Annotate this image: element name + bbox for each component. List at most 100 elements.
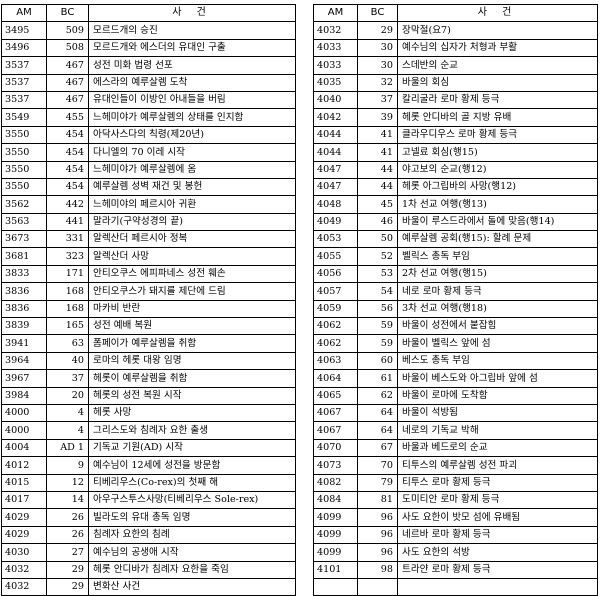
table-row: 4082 79 티투스 로마 황제 등극 [313,473,598,492]
am-year-cell: 4056 [313,264,358,284]
event-cell: 느헤미야의 페르시아 귀환 [88,195,296,214]
am-year-cell: 4042 [313,108,358,127]
table-row [313,577,598,596]
event-cell: 말라기(구약성경의 끝) [88,212,296,232]
am-year-cell: 3496 [1,38,47,58]
event-cell: 헤롯 안디바의 골 지방 유배 [397,108,598,127]
table-row: 3562 442 느헤미야의 페르시아 귀환 [1,195,296,214]
bc-year-cell: 455 [46,108,89,127]
event-cell: 티투스의 예루살렘 성전 파괴 [397,456,598,475]
bc-year-cell: 26 [46,525,89,545]
am-year-cell: 4064 [313,369,358,388]
am-year-cell: 4055 [313,247,358,266]
am-year-cell: 3563 [1,212,47,232]
bc-year-cell: 26 [46,508,89,527]
event-cell: 클라우디우스 로마 황제 등극 [397,125,598,145]
table-row: 3833 171 안티오쿠스 에피파네스 성전 훼손 [1,264,296,284]
am-year-cell: 4017 [1,490,47,510]
table-row: 4032 29 장막절(요7) [313,21,598,40]
am-year-cell: 4047 [313,160,358,179]
header-row: AM BC 사 건 [313,3,598,23]
table-row: 4099 96 사도 요한이 밧모 섬에 유배됨 [313,508,598,527]
bc-year-cell: 168 [46,299,89,319]
am-year-cell: 4084 [313,490,358,510]
bc-year-cell: 508 [46,38,89,58]
bc-year-cell: 168 [46,282,89,301]
table-row: 4064 61 바울이 베스도와 아그립바 앞에 섬 [313,369,598,388]
bc-year-cell: 12 [46,473,89,492]
event-cell: 예수님이 12세에 성전을 방문함 [88,456,296,475]
table-row: 3839 165 성전 예배 복원 [1,317,296,336]
am-year-cell: 3833 [1,264,47,284]
bc-year-cell: 53 [357,264,398,284]
bc-year-cell: 323 [46,247,89,266]
event-cell: 다니엘의 70 이레 시작 [88,143,296,162]
am-year-cell: 4035 [313,73,358,92]
table-row: 4030 27 예수님의 공생애 시작 [1,543,296,562]
chronology-table-left: AM BC 사 건 3495 509 모르드개의 승진 3496 508 모르드개와 에스… [1,3,296,596]
table-row: 4032 29 변화산 사건 [1,577,296,596]
event-cell: 느헤미야가 예루살렘의 상태를 인지함 [88,108,296,127]
table-row: 4033 30 스데반의 순교 [313,56,598,75]
bc-year-cell: 165 [46,317,89,336]
event-cell: 사도 요한이 밧모 섬에 유배됨 [397,508,598,527]
bc-year-cell: 46 [357,212,398,232]
table-row: 4067 64 바울이 석방됨 [313,403,598,423]
event-cell: 마카비 반란 [88,299,296,319]
am-year-cell: 4073 [313,456,358,475]
event-cell: 트라얀 로마 황제 등극 [397,560,598,579]
am-year-cell: 3964 [1,351,47,371]
table-row: 4073 70 티투스의 예루살렘 성전 파괴 [313,456,598,475]
am-year-cell: 4029 [1,508,47,527]
event-cell: 도미티안 로마 황제 등극 [397,490,598,510]
bc-year-cell: 70 [357,456,398,475]
bc-year-cell: 29 [46,560,89,579]
table-row: 4015 12 티베리우스(Co-rex)의 첫째 해 [1,473,296,492]
bc-year-cell: 64 [357,403,398,423]
bc-year-cell: 61 [357,369,398,388]
event-cell: 변화산 사건 [88,577,296,596]
table-row: 4070 67 바울과 베드로의 순교 [313,438,598,458]
table-row: 4044 41 클라우디우스 로마 황제 등극 [313,125,598,145]
am-year-cell: 4101 [313,560,358,579]
am-year-cell: 3839 [1,317,47,336]
event-cell: 바울이 석방됨 [397,403,598,423]
bc-year-cell: 9 [46,456,89,475]
am-year-cell: 4049 [313,212,358,232]
table-row: 3495 509 모르드개의 승진 [1,21,296,40]
am-year-cell: 4059 [313,299,358,319]
header-row: AM BC 사 건 [1,3,296,23]
table-row: 4012 9 예수님이 12세에 성전을 방문함 [1,456,296,475]
table-row: 3967 37 헤롯이 예루살렘을 취함 [1,369,296,388]
event-cell: 1차 선교 여행(행13) [397,195,598,214]
table-row: 4017 14 아우구스투스사망(티베리우스 Sole-rex) [1,490,296,510]
event-cell: 장막절(요7) [397,21,598,40]
am-year-cell: 4044 [313,125,358,145]
am-year-cell: 3537 [1,90,47,110]
table-row: 4056 53 2차 선교 여행(행15) [313,264,598,284]
table-row: 3941 63 폼페이가 예루살렘을 취함 [1,334,296,353]
event-cell: 폼페이가 예루살렘을 취함 [88,334,296,353]
am-year-cell: 3537 [1,73,47,92]
event-cell: 바울이 성전에서 붙잡힘 [397,317,598,336]
event-cell: 티투스 로마 황제 등극 [397,473,598,492]
event-cell: 헤롯 아그립바의 사망(행12) [397,177,598,197]
table-row: 3496 508 모르드개와 에스더의 유대인 구출 [1,38,296,58]
am-year-cell: 4032 [1,577,47,596]
event-cell: 알렉산더 페르시아 정복 [88,230,296,249]
am-year-cell: 4029 [1,525,47,545]
event-cell: 아닥사스다의 칙령(제20년) [88,125,296,145]
event-header: 사 건 [88,3,296,23]
table-row: 4099 96 네르바 로마 황제 등극 [313,525,598,545]
bc-header: BC [357,3,398,23]
bc-year-cell: 81 [357,490,398,510]
bc-year-cell: 60 [357,351,398,371]
bc-year-cell: 63 [46,334,89,353]
bc-year-cell: 44 [357,177,398,197]
bc-year-cell: 59 [357,317,398,336]
table-row: 4062 59 바울이 벨릭스 앞에 섬 [313,334,598,353]
bc-year-cell: 96 [357,525,398,545]
am-year-cell: 4099 [313,543,358,562]
event-cell [397,577,598,596]
table-row: 4101 98 트라얀 로마 황제 등극 [313,560,598,579]
